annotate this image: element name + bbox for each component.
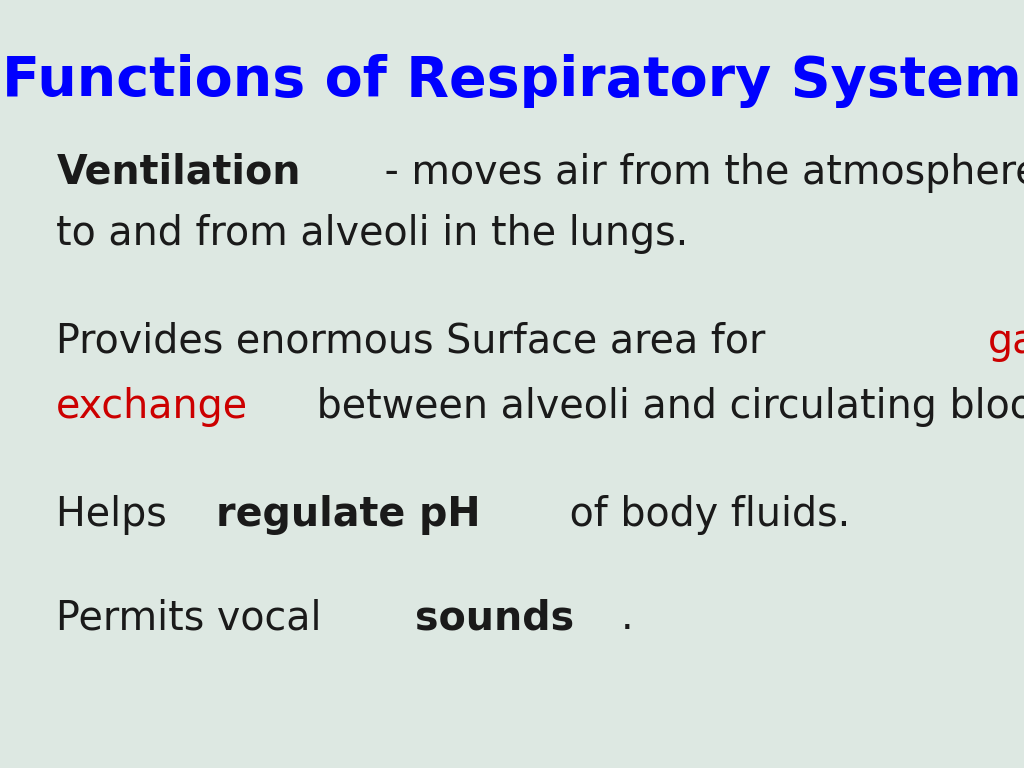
Text: to and from alveoli in the lungs.: to and from alveoli in the lungs. <box>56 214 688 254</box>
Text: exchange: exchange <box>56 387 249 427</box>
Text: Helps: Helps <box>56 495 179 535</box>
Text: of body fluids.: of body fluids. <box>557 495 850 535</box>
Text: between alveoli and circulating blood.: between alveoli and circulating blood. <box>304 387 1024 427</box>
Text: Functions of Respiratory System: Functions of Respiratory System <box>2 54 1022 108</box>
Text: sounds: sounds <box>415 598 574 638</box>
Text: Ventilation: Ventilation <box>56 153 301 193</box>
Text: .: . <box>621 598 633 638</box>
Text: Provides enormous Surface area for: Provides enormous Surface area for <box>56 322 778 362</box>
Text: gas: gas <box>988 322 1024 362</box>
Text: regulate pH: regulate pH <box>215 495 480 535</box>
Text: - moves air from the atmosphere: - moves air from the atmosphere <box>372 153 1024 193</box>
Text: Permits vocal: Permits vocal <box>56 598 335 638</box>
